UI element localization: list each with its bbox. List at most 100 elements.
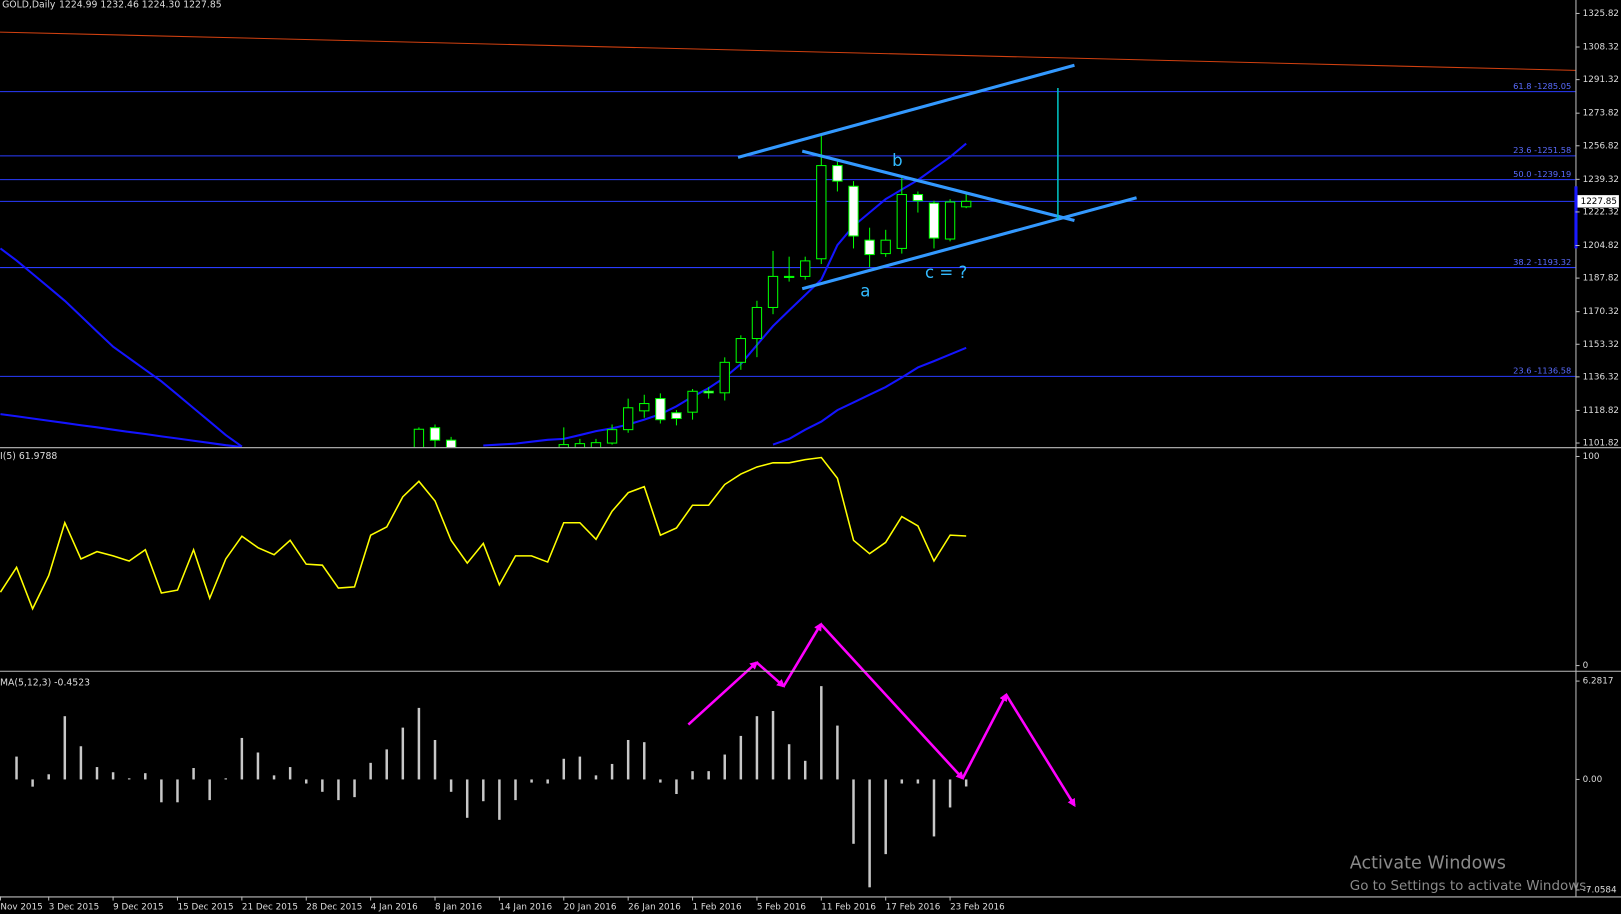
candle-body bbox=[912, 194, 924, 202]
x-tick-label: 17 Feb 2016 bbox=[886, 902, 941, 912]
candle-body bbox=[413, 428, 425, 448]
candle-body bbox=[880, 239, 891, 255]
histogram-bar bbox=[288, 767, 292, 780]
histogram-bar bbox=[321, 779, 324, 792]
histogram-bar bbox=[739, 735, 743, 780]
histogram-bar bbox=[514, 779, 517, 801]
fib-label: 23.6 -1136.58 bbox=[1513, 366, 1571, 376]
histogram-bar bbox=[787, 744, 791, 780]
x-tick-label: 9 Dec 2015 bbox=[113, 902, 164, 912]
histogram-bar bbox=[594, 775, 598, 780]
x-tick-label: 20 Jan 2016 bbox=[564, 902, 617, 912]
candle-body bbox=[445, 439, 457, 448]
candle-body bbox=[574, 443, 586, 448]
histogram-bar bbox=[369, 762, 372, 780]
price-box-label: 1227.85 bbox=[1581, 197, 1617, 207]
histogram-bar bbox=[272, 775, 276, 780]
fib-label: 61.8 -1285.05 bbox=[1513, 81, 1571, 91]
arrow bbox=[755, 661, 786, 688]
histogram-bar bbox=[465, 779, 469, 818]
y-tick-label: 1187.82 bbox=[1583, 274, 1619, 284]
y-tick-label: 1291.32 bbox=[1583, 75, 1619, 85]
y-tick-label: 100 bbox=[1583, 452, 1600, 462]
watermark-title: Activate Windows bbox=[1350, 853, 1506, 873]
histogram-bar bbox=[176, 779, 179, 803]
watermark-subtitle: Go to Settings to activate Windows. bbox=[1350, 879, 1591, 894]
arrow bbox=[1005, 693, 1076, 808]
y-tick-label: 1101.82 bbox=[1583, 439, 1619, 449]
y-tick-label: -7.0584 bbox=[1583, 885, 1617, 895]
histogram-bar bbox=[675, 779, 678, 795]
x-tick-label: 23 Feb 2016 bbox=[950, 902, 1005, 912]
x-tick-label: 8 Jan 2016 bbox=[435, 902, 482, 912]
y-tick-label: 1273.82 bbox=[1583, 109, 1619, 119]
histogram-bar bbox=[803, 760, 807, 780]
candle-body bbox=[639, 403, 650, 412]
histogram-bar bbox=[192, 768, 195, 780]
y-tick-label: 1153.32 bbox=[1583, 340, 1619, 350]
y-tick-label: 0 bbox=[1583, 661, 1589, 671]
histogram-bar bbox=[385, 749, 388, 780]
candle-body bbox=[848, 185, 859, 237]
histogram-bar bbox=[562, 758, 566, 780]
histogram-bar bbox=[256, 752, 260, 780]
rsi-label: I(5) 61.9788 bbox=[0, 451, 57, 462]
y-tick-label: 1239.32 bbox=[1583, 175, 1619, 185]
osma-panel bbox=[15, 686, 968, 888]
histogram-bar bbox=[63, 716, 67, 780]
x-tick-label: 1 Feb 2016 bbox=[693, 902, 742, 912]
candle-body bbox=[783, 275, 795, 278]
candle-body bbox=[590, 442, 602, 448]
range-marker bbox=[1574, 186, 1578, 249]
histogram-bar bbox=[31, 779, 34, 787]
histogram-bar bbox=[449, 779, 453, 792]
candle-body bbox=[816, 165, 827, 260]
x-tick-label: 3 Dec 2015 bbox=[49, 902, 100, 912]
histogram-bar bbox=[610, 763, 614, 780]
x-tick-label: 15 Dec 2015 bbox=[177, 902, 233, 912]
y-tick-label: 0.00 bbox=[1583, 775, 1603, 785]
candle-body bbox=[719, 361, 730, 394]
x-tick-label: 21 Dec 2015 bbox=[242, 902, 298, 912]
histogram-bar bbox=[948, 779, 952, 808]
candle-body bbox=[800, 260, 811, 277]
y-tick-label: 1118.82 bbox=[1583, 406, 1619, 416]
candle-body bbox=[832, 165, 843, 182]
histogram-bar bbox=[820, 686, 823, 780]
histogram-bar bbox=[337, 779, 340, 801]
candle-body bbox=[735, 338, 747, 363]
histogram-bar bbox=[723, 754, 726, 780]
candle-body bbox=[751, 306, 763, 340]
osma-arrows bbox=[687, 622, 1076, 808]
triangle-lower bbox=[801, 196, 1137, 291]
x-tick-label: 14 Jan 2016 bbox=[499, 902, 552, 912]
histogram-bar bbox=[643, 742, 646, 780]
candle-body bbox=[429, 427, 441, 441]
wave-label: b bbox=[892, 151, 903, 170]
fib-label: 38.2 -1193.32 bbox=[1513, 257, 1571, 267]
histogram-bar bbox=[836, 725, 839, 780]
candle-body bbox=[558, 444, 569, 448]
candle-body bbox=[864, 239, 875, 256]
histogram-bar bbox=[305, 779, 308, 784]
x-tick-label: 11 Feb 2016 bbox=[821, 902, 876, 912]
histogram-bar bbox=[160, 779, 163, 803]
histogram-bar bbox=[95, 767, 99, 780]
histogram-bar bbox=[771, 711, 775, 780]
histogram-bar bbox=[932, 779, 936, 837]
x-tick-label: 4 Jan 2016 bbox=[371, 902, 418, 912]
price-panel: 61.8 -1285.05 23.6 -1251.58 50.0 -1239.19 3… bbox=[0, 81, 1576, 448]
y-tick-label: 1308.32 bbox=[1583, 43, 1619, 53]
histogram-bar bbox=[707, 771, 710, 780]
histogram-bar bbox=[353, 779, 356, 798]
histogram-bar bbox=[530, 779, 533, 783]
arrow bbox=[819, 623, 965, 780]
histogram-bar bbox=[578, 756, 582, 780]
x-tick-label: 5 Feb 2016 bbox=[757, 902, 806, 912]
candle-body bbox=[961, 200, 972, 208]
candle-body bbox=[671, 412, 682, 420]
candle-body bbox=[703, 390, 714, 394]
